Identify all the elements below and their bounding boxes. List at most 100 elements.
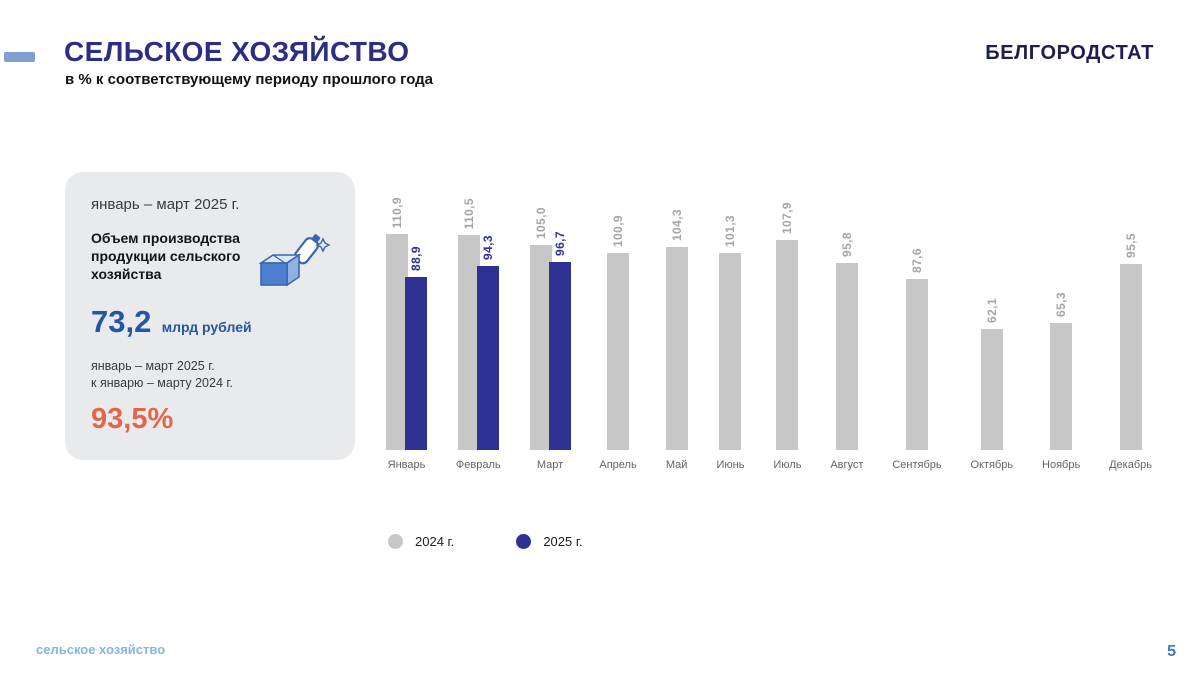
bar-2024 [776,240,799,450]
card-metric-label: Объем производства продукции сельского х… [91,230,241,283]
x-axis-label: Сентябрь [892,459,942,471]
legend-label-2025: 2025 г. [543,534,583,549]
card-percent: 93,5% [91,402,174,435]
bars-group: 100,9 [607,188,630,450]
bar-value-label: 62,1 [984,298,999,323]
card-value: 73,2 [91,303,152,339]
bar-2025 [405,277,427,450]
bars-group: 95,5 [1119,188,1142,450]
month-column: 101,3 Июнь [717,188,745,471]
bar-2024 [529,245,552,450]
legend-item-2025: 2025 г. [516,534,583,549]
month-column: 87,6 Сентябрь [892,188,941,471]
bar-2024 [719,253,742,450]
bar-2024 [835,263,858,450]
bar-column: 65,3 [1050,292,1073,450]
bar-2024 [607,253,630,450]
bar-chart: 110,9 88,9 Январь 110,5 94,3 Февраль 105,0 96,7… [386,188,1152,471]
x-axis-label: Январь [387,459,426,471]
bar-value-label: 65,3 [1054,292,1069,317]
month-column: 65,3 Ноябрь [1042,188,1080,471]
month-column: 62,1 Октябрь [971,188,1014,471]
month-column: 104,3 Май [665,188,688,471]
bar-column: 95,8 [835,232,858,450]
bar-2025 [476,266,499,450]
bar-column: 104,3 [665,208,688,450]
bar-value-label: 95,5 [1123,233,1138,258]
brand-logo: БЕЛГОРОДСТАТ [985,42,1154,64]
bars-group: 62,1 [980,188,1003,450]
x-axis-label: Июнь [716,459,745,471]
bar-2024 [905,279,928,450]
bars-group: 87,6 [905,188,928,450]
card-compare-line2: к январю – марту 2024 г. [91,376,233,391]
bar-2025 [548,262,571,450]
x-axis-label: Ноябрь [1042,459,1081,471]
bar-value-label: 107,9 [780,201,795,234]
legend-swatch-2024 [388,534,403,549]
bar-value-label: 110,5 [461,197,476,229]
bar-column: 101,3 [719,214,742,450]
bar-value-label: 87,6 [909,248,924,273]
summary-card: январь – март 2025 г. Объем производства… [65,172,355,460]
bar-column: 107,9 [776,201,799,450]
bar-column: 94,3 [476,235,499,450]
legend-item-2024: 2024 г. [388,534,454,549]
bar-2024 [980,329,1003,450]
bar-2024 [1119,264,1142,450]
bars-group: 65,3 [1050,188,1073,450]
bar-2024 [457,235,480,450]
bars-group: 95,8 [835,188,858,450]
x-axis-label: Май [665,459,688,471]
bar-column: 100,9 [607,214,630,450]
x-axis-label: Февраль [455,459,501,471]
x-axis-label: Апрель [599,459,637,471]
card-value-unit: млрд рублей [161,318,252,335]
bars-group: 105,0 96,7 [529,188,571,450]
bar-column: 110,9 [386,197,408,450]
bars-group: 110,9 88,9 [386,188,427,450]
legend-swatch-2025 [516,534,532,549]
bar-column: 105,0 [529,206,552,450]
bar-column: 96,7 [548,231,571,450]
card-compare-line1: январь – март 2025 г. [91,358,215,373]
bar-value-label: 88,9 [409,246,423,271]
bar-2024 [386,234,408,450]
bar-column: 62,1 [980,298,1003,450]
bars-group: 101,3 [719,188,742,450]
bar-value-label: 96,7 [552,231,567,256]
month-column: 100,9 Апрель [599,188,636,471]
bar-2024 [665,247,688,450]
bar-value-label: 105,0 [533,206,548,239]
month-column: 105,0 96,7 Март [529,188,571,471]
bar-value-label: 95,8 [839,232,854,257]
page-title: СЕЛЬСКОЕ ХОЗЯЙСТВО [64,36,410,67]
bar-value-label: 94,3 [480,235,495,260]
bar-2024 [1050,323,1073,450]
bar-value-label: 100,9 [611,214,626,247]
bars-group: 104,3 [665,188,688,450]
card-value-row: 73,2 млрд рублей [91,304,329,340]
month-column: 107,9 Июль [773,188,801,471]
page-subtitle: в % к соответствующему периоду прошлого … [65,71,434,88]
x-axis-label: Декабрь [1109,459,1152,471]
card-compare-label: январь – март 2025 г. к январю – марту 2… [91,358,329,393]
bars-group: 107,9 [776,188,799,450]
page-number: 5 [1167,643,1176,660]
x-axis-label: Октябрь [970,459,1014,471]
chart-legend: 2024 г. 2025 г. [388,534,583,549]
bar-value-label: 104,3 [669,208,684,241]
x-axis-label: Июль [773,459,802,471]
accent-dash [4,52,35,62]
bar-column: 95,5 [1119,233,1142,450]
card-period: январь – март 2025 г. [91,196,240,213]
month-column: 110,5 94,3 Февраль [456,188,501,471]
x-axis-label: Март [536,459,564,471]
milk-carton-icon [251,233,335,295]
month-column: 110,9 88,9 Январь [386,188,427,471]
x-axis-label: Август [830,459,864,471]
legend-label-2024: 2024 г. [415,534,455,549]
month-column: 95,5 Декабрь [1109,188,1152,471]
bar-value-label: 101,3 [723,214,738,247]
